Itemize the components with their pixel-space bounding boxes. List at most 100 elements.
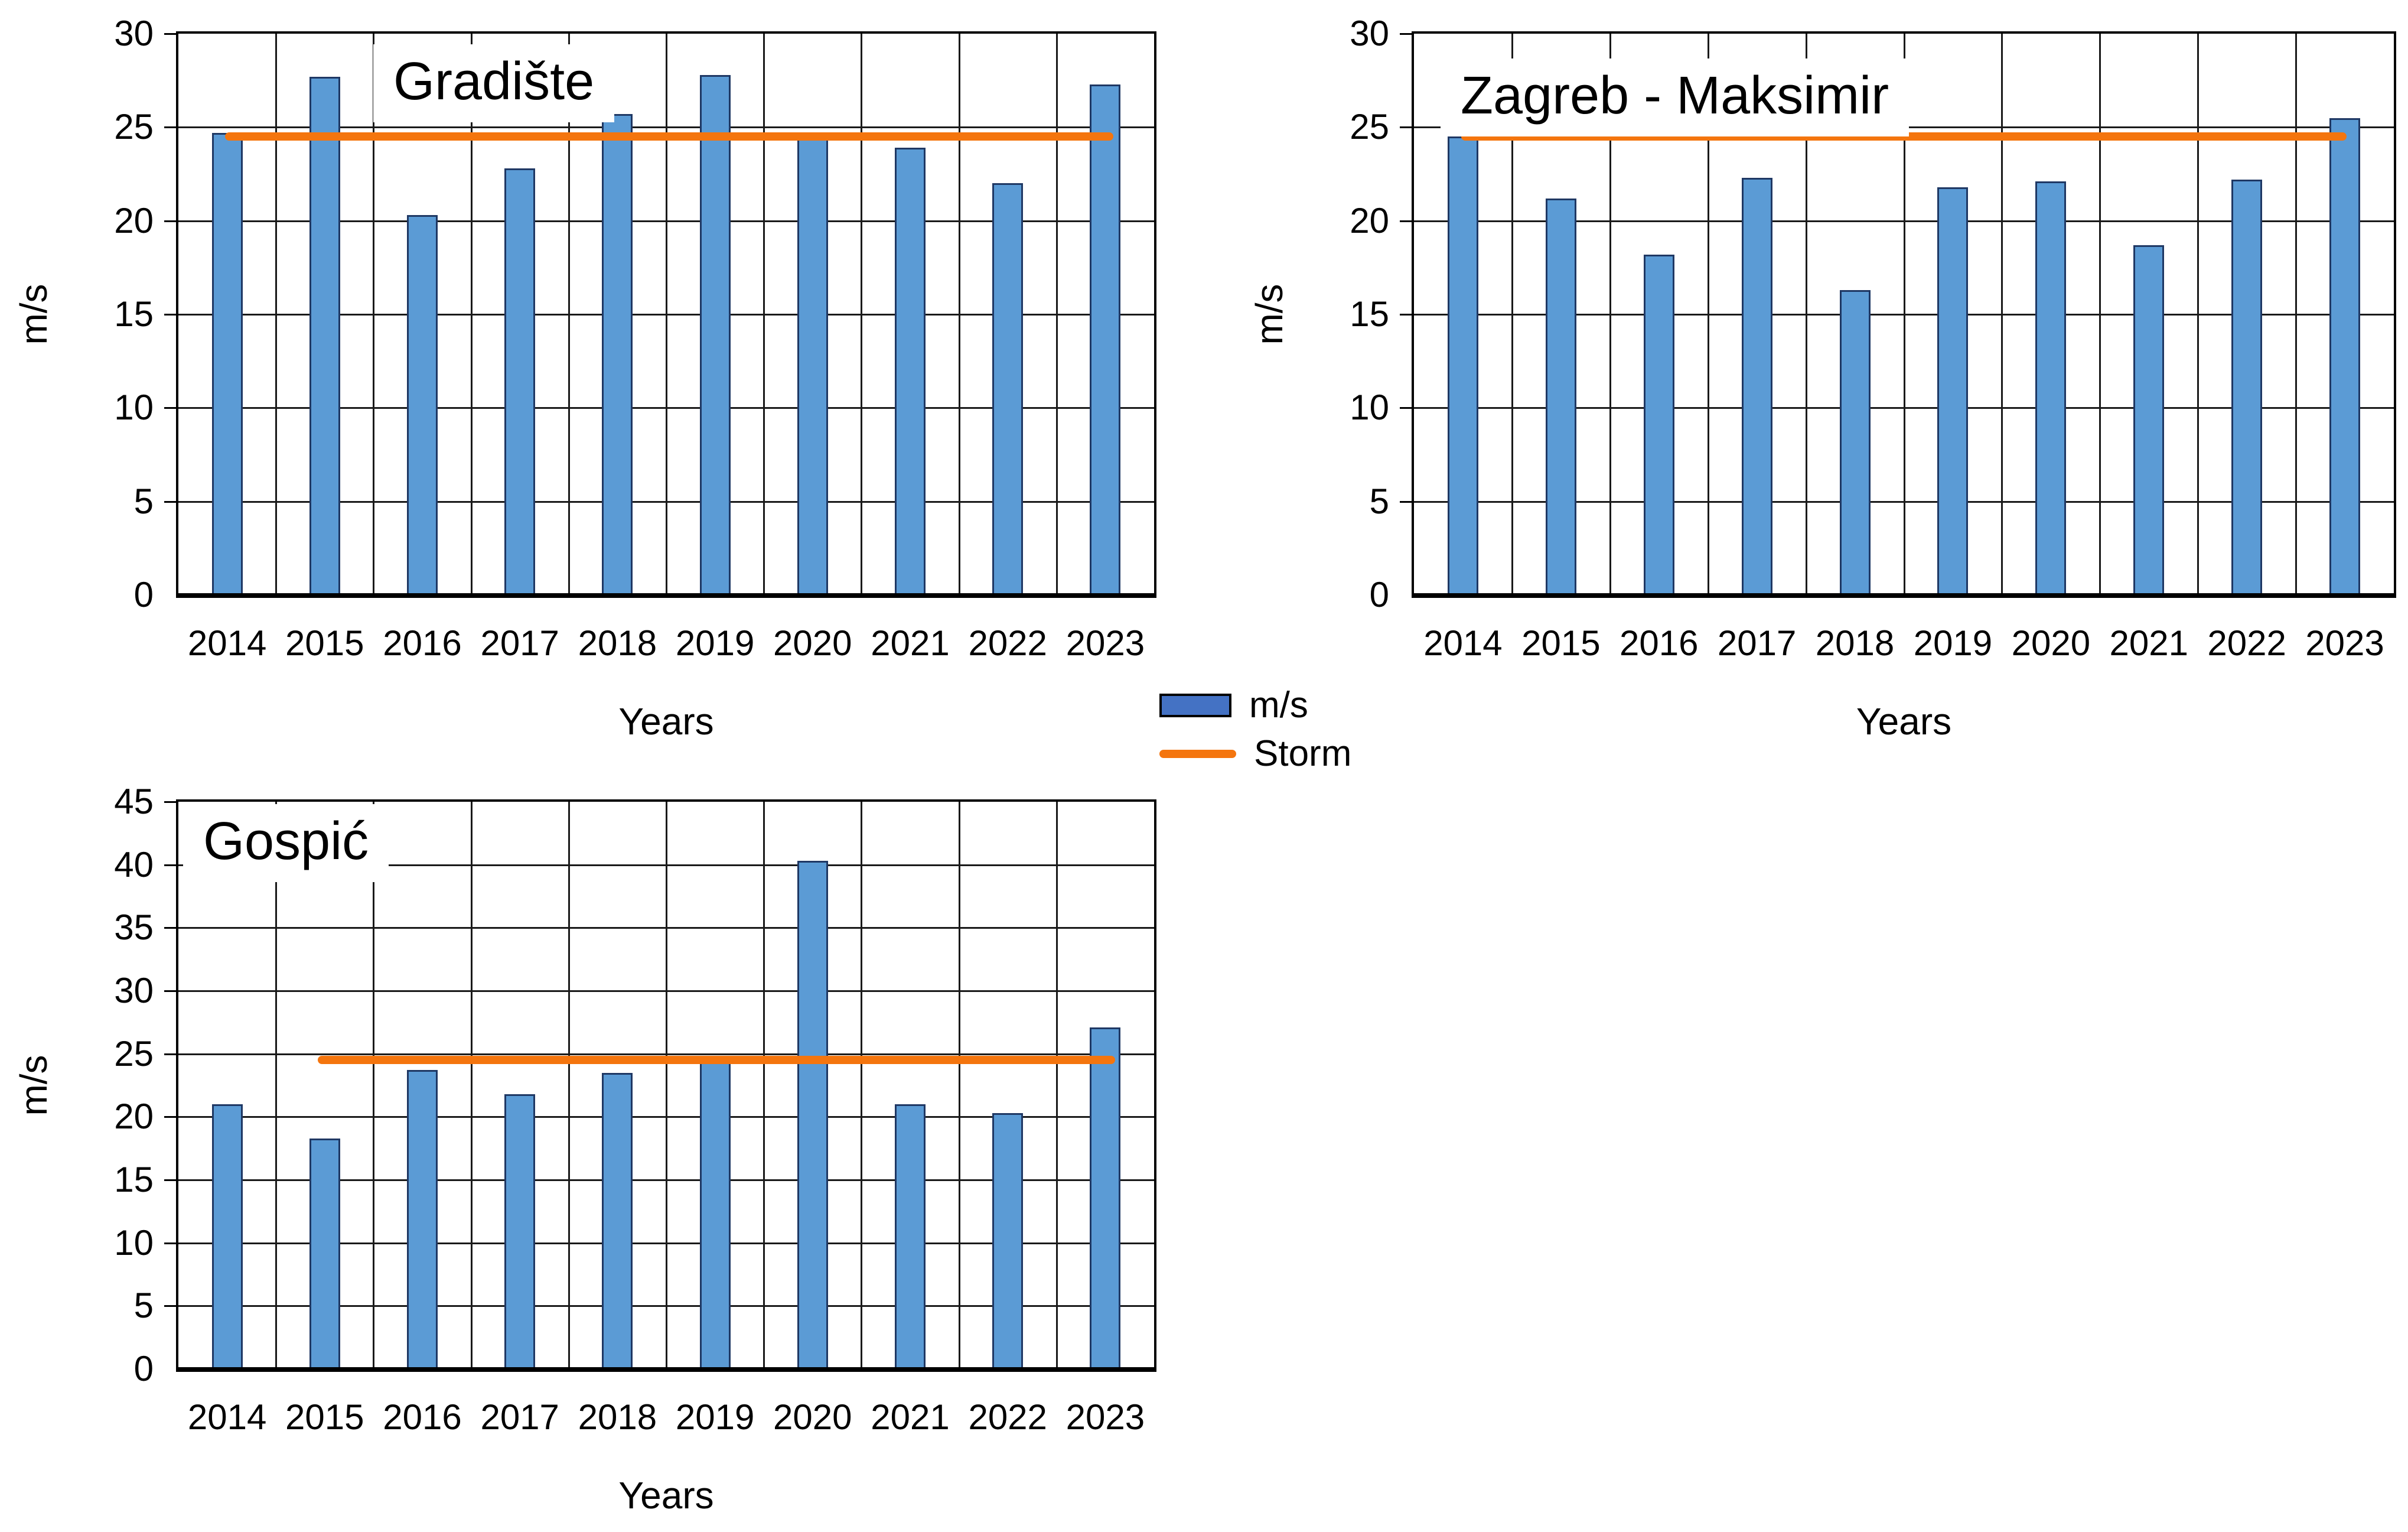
bar-2023 — [1090, 1027, 1121, 1369]
x-tick-label: 2019 — [1913, 623, 1993, 663]
bar-2022 — [2231, 180, 2263, 595]
x-gridline — [275, 802, 278, 1369]
x-tick-label: 2016 — [383, 623, 462, 663]
bar-2016 — [1643, 254, 1674, 595]
x-tick-label: 2020 — [773, 623, 852, 663]
y-tick-mark — [164, 33, 176, 35]
y-tick-mark — [164, 1179, 176, 1181]
x-gridline — [1707, 34, 1709, 595]
legend-row-storm: Storm — [1159, 733, 1351, 775]
x-tick-label: 2018 — [578, 623, 657, 663]
bar-2022 — [992, 1113, 1024, 1369]
x-tick-label: 2023 — [2305, 623, 2384, 663]
x-gridline — [2001, 34, 2003, 595]
x-gridline — [1055, 34, 1058, 595]
y-axis-title: m/s — [12, 284, 55, 345]
bar-2015 — [309, 76, 340, 595]
x-tick-label: 2019 — [675, 623, 755, 663]
x-gridline — [763, 802, 765, 1369]
y-tick-label: 0 — [133, 575, 154, 614]
bar-2023 — [2329, 118, 2361, 595]
x-gridline — [958, 34, 960, 595]
bar-2015 — [309, 1138, 340, 1369]
x-tick-label: 2021 — [2109, 623, 2188, 663]
bar-2020 — [797, 138, 828, 595]
x-gridline — [666, 802, 667, 1369]
y-tick-label: 25 — [114, 107, 154, 147]
x-gridline — [1805, 34, 1807, 595]
bar-2020 — [2035, 181, 2067, 595]
y-tick-mark — [1400, 407, 1412, 409]
x-axis-line — [176, 593, 1156, 598]
x-gridline — [2197, 34, 2200, 595]
bar-2023 — [1090, 84, 1121, 595]
bar-2022 — [992, 183, 1024, 595]
bar-2015 — [1545, 198, 1576, 595]
x-gridline — [2295, 34, 2298, 595]
y-tick-mark — [164, 801, 176, 803]
x-tick-label: 2015 — [285, 623, 364, 663]
bar-series-swatch-icon — [1159, 694, 1231, 717]
y-tick-label: 15 — [1350, 294, 1389, 334]
x-gridline — [1055, 802, 1058, 1369]
y-tick-mark — [164, 864, 176, 866]
y-tick-label: 30 — [114, 971, 154, 1010]
chart-title: Gradište — [373, 44, 615, 122]
y-tick-mark — [1400, 220, 1412, 222]
x-gridline — [1903, 34, 1905, 595]
x-gridline — [373, 802, 375, 1369]
y-tick-label: 40 — [114, 844, 154, 884]
y-tick-mark — [164, 407, 176, 409]
y-tick-label: 20 — [1350, 200, 1389, 240]
y-tick-label: 45 — [114, 782, 154, 821]
y-tick-mark — [164, 1305, 176, 1307]
bar-2021 — [895, 148, 926, 595]
x-tick-label: 2015 — [1521, 623, 1601, 663]
x-gridline — [861, 802, 863, 1369]
x-tick-label: 2021 — [871, 623, 950, 663]
x-tick-label: 2015 — [285, 1397, 364, 1437]
x-tick-label: 2018 — [1815, 623, 1895, 663]
x-gridline — [666, 34, 667, 595]
bar-2020 — [797, 861, 828, 1369]
x-tick-label: 2021 — [871, 1397, 950, 1437]
y-tick-label: 35 — [114, 908, 154, 948]
legend-row-series: m/s — [1159, 684, 1351, 727]
y-tick-label: 0 — [1369, 575, 1389, 614]
x-gridline — [958, 802, 960, 1369]
y-tick-mark — [164, 314, 176, 315]
bar-2021 — [895, 1104, 926, 1369]
x-tick-label: 2014 — [1423, 623, 1503, 663]
y-tick-label: 30 — [114, 14, 154, 53]
bar-2016 — [407, 215, 438, 595]
x-tick-label: 2023 — [1065, 1397, 1145, 1437]
x-tick-label: 2018 — [578, 1397, 657, 1437]
y-tick-mark — [164, 990, 176, 992]
y-tick-mark — [164, 220, 176, 222]
bar-2019 — [1937, 187, 1969, 595]
legend-series-label: m/s — [1249, 685, 1308, 726]
y-tick-mark — [1400, 314, 1412, 315]
bar-2017 — [504, 1094, 536, 1369]
x-gridline — [373, 34, 375, 595]
storm-line-swatch-icon — [1159, 750, 1236, 758]
y-tick-mark — [1400, 500, 1412, 503]
y-tick-mark — [1400, 126, 1412, 129]
x-tick-label: 2017 — [480, 623, 559, 663]
y-tick-mark — [1400, 33, 1412, 35]
chart-title: Gospić — [183, 804, 389, 882]
x-axis-title: Years — [618, 1474, 714, 1517]
x-tick-label: 2019 — [675, 1397, 755, 1437]
y-tick-label: 25 — [1350, 107, 1389, 147]
x-gridline — [1511, 34, 1513, 595]
y-axis-title: m/s — [1248, 284, 1291, 345]
y-tick-label: 15 — [114, 294, 154, 334]
x-tick-label: 2014 — [187, 1397, 267, 1437]
bar-2018 — [1839, 290, 1871, 595]
x-tick-label: 2020 — [773, 1397, 852, 1437]
legend-storm-label: Storm — [1254, 733, 1352, 774]
x-tick-label: 2017 — [480, 1397, 559, 1437]
bar-2014 — [211, 132, 243, 595]
x-tick-label: 2022 — [968, 623, 1047, 663]
